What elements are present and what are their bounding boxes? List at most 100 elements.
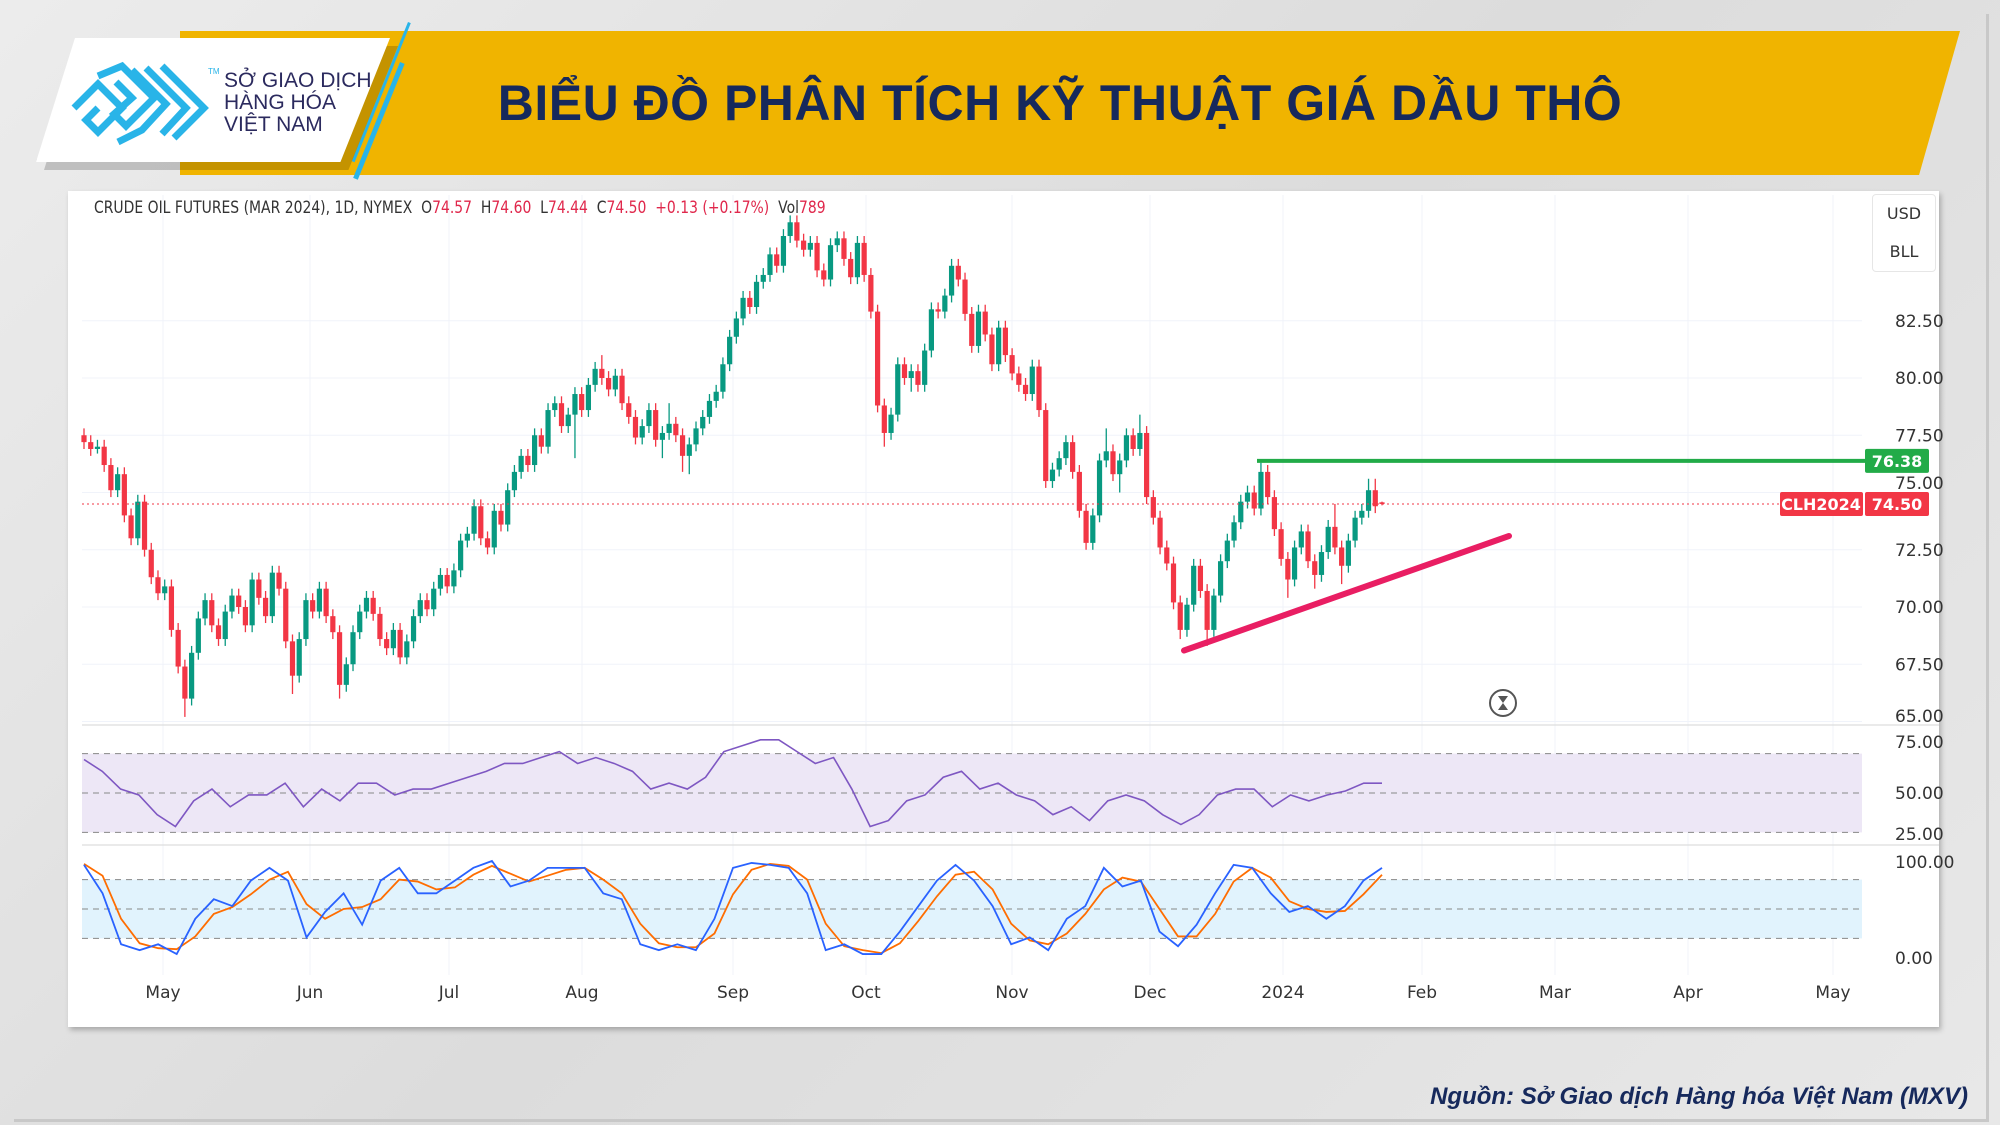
candle-body	[498, 510, 504, 525]
resistance-badge	[1865, 448, 1929, 473]
candle-body	[948, 265, 955, 296]
source-note: Nguồn: Sở Giao dịch Hàng hóa Việt Nam (M…	[1430, 1083, 1968, 1110]
candle-body	[451, 570, 457, 587]
y-tick-label: 65.00	[1895, 707, 1944, 727]
candle-body	[1056, 458, 1062, 470]
candle-body	[209, 600, 215, 626]
candle-body	[310, 600, 316, 612]
candle-body	[108, 465, 114, 491]
candle-body	[801, 240, 807, 250]
candle-body	[1150, 497, 1156, 518]
candle-body	[928, 309, 934, 351]
candle-body	[1123, 435, 1130, 461]
candle-body	[1258, 471, 1264, 509]
candle-body	[558, 403, 565, 427]
high-value: 74.60	[491, 198, 532, 218]
symbol-badge-label: CLH2024	[1781, 495, 1861, 514]
candle-body	[848, 258, 854, 278]
candle-body	[410, 616, 417, 642]
candle-body	[733, 318, 739, 337]
candle-body	[511, 471, 518, 491]
volume-label: Vol	[778, 198, 799, 218]
candle-body	[599, 368, 605, 378]
candle-body	[471, 506, 477, 534]
candle-body	[1345, 540, 1351, 566]
candle-body	[1103, 451, 1109, 461]
candle-body	[579, 394, 585, 411]
candle-body	[491, 510, 497, 548]
last-price-badge	[1865, 491, 1929, 516]
candle-body	[767, 254, 773, 275]
candle-body	[1063, 442, 1069, 459]
candle-body	[1144, 432, 1150, 498]
candle-body	[740, 297, 746, 319]
candle-body	[545, 410, 551, 447]
candle-body	[901, 364, 908, 378]
candle-body	[336, 632, 343, 685]
candle-body	[168, 586, 175, 630]
symbol-badge	[1780, 491, 1863, 516]
candle-body	[1049, 469, 1056, 482]
candle-body	[1211, 595, 1217, 630]
candle-body	[404, 641, 410, 658]
unit-selector[interactable]: USD BLL	[1872, 194, 1936, 272]
low-label: L	[540, 198, 548, 218]
candle-body	[296, 639, 302, 676]
candle-body	[1285, 558, 1291, 580]
candle-body	[464, 533, 470, 541]
candle-body	[969, 313, 975, 346]
candle-body	[996, 327, 1002, 365]
x-tick-label: Aug	[565, 983, 598, 1003]
candle-body	[861, 242, 867, 275]
candle-body	[538, 435, 544, 447]
candle-body	[1083, 510, 1089, 543]
close-label: C	[596, 198, 607, 218]
stoch-band	[82, 879, 1862, 939]
y-tick-label: 77.50	[1895, 426, 1944, 446]
unit-label[interactable]: BLL	[1889, 242, 1919, 261]
candle-body	[384, 639, 390, 649]
candle-body	[1117, 460, 1123, 475]
y-tick-label: 67.50	[1895, 655, 1944, 675]
candle-body	[915, 371, 921, 385]
candle-body	[1204, 590, 1210, 630]
x-tick-label: 2024	[1261, 983, 1304, 1003]
candle-body	[276, 572, 282, 589]
y-tick-label: 80.00	[1895, 369, 1944, 389]
candle-body	[1157, 517, 1163, 548]
stoch-d-line	[83, 863, 1383, 955]
candle-body	[525, 455, 531, 466]
candle-body	[81, 435, 87, 443]
candle-body	[437, 574, 444, 589]
y-tick-label: 70.00	[1895, 598, 1944, 618]
candle-body	[229, 595, 235, 612]
candle-body	[121, 474, 127, 516]
candle-body	[135, 501, 141, 539]
candle-body	[807, 242, 813, 250]
x-tick-label: Oct	[851, 983, 881, 1003]
candle-body	[175, 629, 181, 667]
candle-body	[202, 600, 208, 619]
candle-body	[659, 432, 665, 440]
x-tick-label: Apr	[1673, 983, 1702, 1003]
candle-body	[431, 588, 437, 610]
candle-body	[417, 600, 423, 617]
candle-body	[686, 444, 692, 456]
candle-body	[753, 281, 760, 308]
candle-body	[888, 414, 894, 433]
logo-line-3: VIỆT NAM	[224, 113, 323, 136]
candle-body	[101, 446, 107, 466]
candle-body	[1379, 502, 1385, 504]
candle-body	[115, 474, 121, 491]
hourglass-glyph-icon	[1498, 696, 1508, 710]
rsi-tick-label: 75.00	[1895, 733, 1944, 753]
x-tick-label: Feb	[1407, 983, 1437, 1003]
candle-body	[1305, 531, 1311, 562]
candle-body	[236, 595, 242, 607]
rsi-line	[83, 739, 1382, 828]
logo-line-1: SỞ GIAO DỊCH	[224, 69, 372, 92]
currency-label[interactable]: USD	[1886, 204, 1922, 223]
candle-body	[484, 538, 491, 548]
candle-body	[821, 270, 827, 280]
